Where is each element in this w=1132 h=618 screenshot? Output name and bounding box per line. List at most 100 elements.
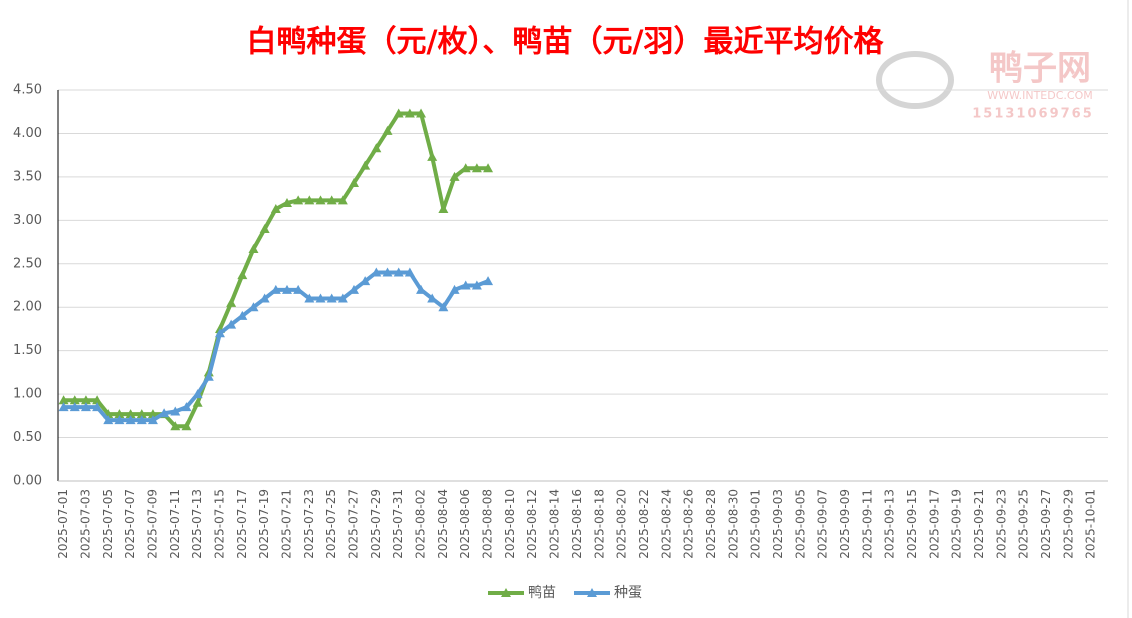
x-tick-label: 2025-08-02 [414,489,428,559]
point-marker [393,267,404,277]
x-tick-label: 2025-09-01 [749,489,763,559]
x-tick-label: 2025-08-26 [682,489,696,559]
point-marker [416,108,427,118]
y-tick-label: 0.00 [13,474,42,489]
x-tick-label: 2025-09-23 [994,489,1008,559]
x-tick-label: 2025-09-19 [950,489,964,559]
point-marker [483,276,494,286]
point-marker [304,293,315,303]
point-marker [237,310,248,320]
point-marker [326,293,337,303]
x-tick-label: 2025-07-13 [190,489,204,559]
watermark-name: 鸭子网 [989,49,1091,89]
point-marker [382,125,393,135]
x-tick-label: 2025-07-31 [391,489,405,559]
y-tick-label: 4.00 [13,126,42,141]
point-marker [371,267,382,277]
point-marker [114,409,125,419]
x-tick-label: 2025-09-29 [1061,489,1075,559]
point-marker [147,415,158,425]
point-marker [393,108,404,118]
point-marker [159,408,170,418]
point-marker [92,402,103,412]
watermark: 鸭子网 WWW.INTEDC.COM 15131069765 [876,49,1093,122]
x-tick-label: 2025-07-17 [235,489,249,559]
x-tick-label: 2025-09-09 [838,489,852,559]
point-marker [270,284,281,294]
point-marker [203,371,214,381]
point-marker [92,395,103,405]
x-tick-label: 2025-09-13 [883,489,897,559]
legend-marker [501,588,511,597]
point-marker [416,284,427,294]
x-tick-label: 2025-09-07 [816,489,830,559]
x-tick-label: 2025-07-07 [123,489,137,559]
legend-marker [587,588,597,597]
point-marker [360,160,371,170]
point-marker [349,284,360,294]
x-tick-label: 2025-07-27 [347,489,361,559]
point-marker [248,302,259,312]
point-marker [214,328,225,338]
x-tick-label: 2025-08-08 [481,489,495,559]
point-marker [192,397,203,407]
x-tick-label: 2025-09-27 [1039,489,1053,559]
point-marker [125,415,136,425]
x-tick-label: 2025-08-30 [726,489,740,559]
x-tick-label: 2025-09-17 [927,489,941,559]
chart-title: 白鸭种蛋（元/枚）、鸭苗（元/羽）最近平均价格 [247,25,885,60]
point-marker [360,276,371,286]
x-tick-label: 2025-08-04 [436,489,450,559]
watermark-site: WWW.INTEDC.COM [987,89,1092,102]
point-marker [281,197,292,207]
point-marker [170,421,181,431]
point-marker [471,163,482,173]
x-tick-label: 2025-08-28 [704,489,718,559]
y-tick-label: 2.50 [13,256,42,271]
y-tick-label: 0.50 [13,430,42,445]
x-tick-label: 2025-08-12 [525,489,539,559]
x-tick-label: 2025-07-03 [78,489,92,559]
point-marker [404,108,415,118]
point-marker [170,406,181,416]
point-marker [471,280,482,290]
point-marker [326,195,337,205]
point-marker [80,395,91,405]
x-tick-label: 2025-07-23 [302,489,316,559]
point-marker [483,163,494,173]
point-marker [248,244,259,254]
point-marker [337,293,348,303]
x-tick-label: 2025-09-25 [1017,489,1031,559]
point-marker [304,195,315,205]
point-marker [270,204,281,214]
x-tick-label: 2025-08-24 [659,489,673,559]
x-tick-label: 2025-08-10 [503,489,517,559]
x-tick-label: 2025-09-03 [771,489,785,559]
point-marker [125,409,136,419]
point-marker [181,421,192,431]
legend-label: 鸭苗 [528,585,556,601]
point-marker [404,267,415,277]
point-marker [349,177,360,187]
y-tick-label: 4.50 [13,83,42,98]
point-marker [337,195,348,205]
y-tick-label: 2.00 [13,300,42,315]
point-marker [427,151,438,161]
y-tick-label: 1.00 [13,387,42,402]
x-tick-label: 2025-07-19 [257,489,271,559]
x-tick-label: 2025-09-15 [905,489,919,559]
y-tick-label: 1.50 [13,343,42,358]
point-marker [259,224,270,234]
y-tick-label: 3.50 [13,169,42,184]
x-tick-label: 2025-09-11 [860,489,874,559]
x-tick-label: 2025-08-16 [570,489,584,559]
point-marker [293,195,304,205]
point-marker [147,409,158,419]
x-tick-label: 2025-07-05 [101,489,115,559]
point-marker [80,402,91,412]
point-marker [69,395,80,405]
x-tick-label: 2025-08-22 [637,489,651,559]
